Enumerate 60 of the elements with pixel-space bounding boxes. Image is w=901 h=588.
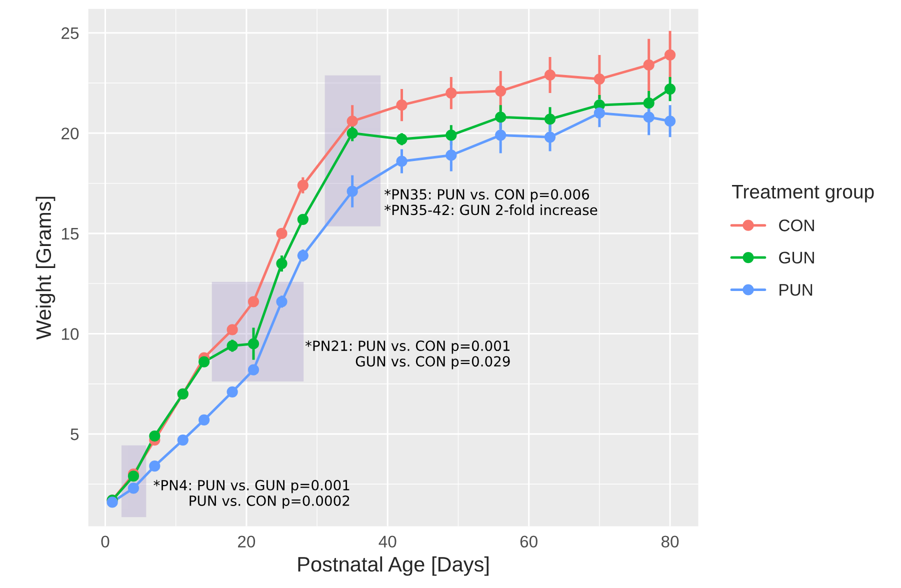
x-axis-title: Postnatal Age [Days] <box>298 556 489 576</box>
point <box>446 150 457 161</box>
point <box>297 214 308 225</box>
point <box>643 112 654 123</box>
point <box>226 386 238 398</box>
legend-label: GUN <box>779 252 814 264</box>
point <box>297 250 308 262</box>
y-tick-label: 25 <box>62 27 79 40</box>
point <box>248 296 260 308</box>
point <box>396 156 408 167</box>
point <box>495 130 506 141</box>
x-tick-label: 20 <box>238 536 256 548</box>
point <box>346 186 358 197</box>
point <box>128 482 140 494</box>
point <box>276 258 288 270</box>
point <box>594 108 605 119</box>
point <box>248 364 260 376</box>
x-tick-label: 40 <box>378 536 396 548</box>
y-axis-title: Weight [Grams] <box>36 196 56 340</box>
point <box>544 69 556 81</box>
point <box>149 430 160 442</box>
point <box>226 324 238 336</box>
point <box>664 83 676 95</box>
point <box>396 100 408 111</box>
point <box>297 180 308 191</box>
legend-label: PUN <box>780 284 812 296</box>
x-tick-label: 0 <box>101 536 110 548</box>
x-tick-label: 80 <box>661 536 679 548</box>
point <box>643 98 654 109</box>
point <box>198 356 210 368</box>
point <box>446 88 457 99</box>
point <box>346 128 358 139</box>
point <box>664 116 676 127</box>
y-tick-label: 10 <box>62 328 79 340</box>
point <box>276 228 288 239</box>
point <box>664 49 676 61</box>
point <box>495 85 506 97</box>
annotation: *PN21: PUN vs. CON p=0.001 GUN vs. CON p=0.029 <box>305 340 510 370</box>
point <box>149 460 160 472</box>
point <box>198 414 210 426</box>
y-tick-label: 20 <box>62 128 79 140</box>
x-tick-label: 60 <box>520 536 538 548</box>
point <box>396 134 408 145</box>
point <box>346 116 358 127</box>
annotation: *PN35: PUN vs. CON p=0.006 *PN35-42: GUN 2-fold increase <box>384 189 598 216</box>
point <box>276 296 288 308</box>
point <box>643 59 654 71</box>
point <box>495 112 506 123</box>
y-tick-label: 5 <box>70 428 79 440</box>
legend-label: CON <box>779 220 814 232</box>
point <box>544 114 556 125</box>
point <box>544 132 556 143</box>
point <box>446 130 457 141</box>
point <box>248 338 260 350</box>
y-tick-label: 15 <box>62 228 79 240</box>
point <box>594 73 605 85</box>
point <box>177 434 188 446</box>
point <box>226 340 238 352</box>
annotation: *PN4: PUN vs. GUN p=0.001 PUN vs. CON p=0.0002 <box>154 480 350 509</box>
legend-title: Treatment group <box>732 185 874 202</box>
